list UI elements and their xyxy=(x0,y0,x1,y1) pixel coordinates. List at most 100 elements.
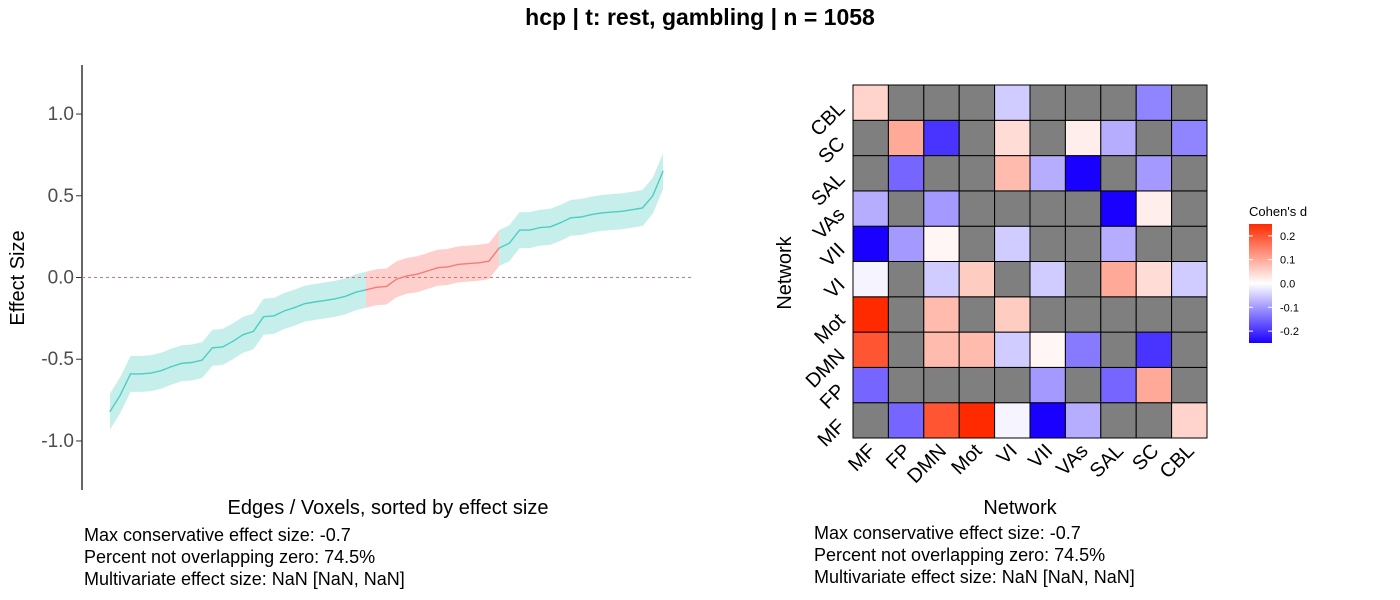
heatmap-cell xyxy=(1171,225,1208,262)
effect-point xyxy=(355,291,357,293)
heatmap-cell xyxy=(1171,155,1208,192)
effect-line-nonoverlapping-0 xyxy=(109,289,367,412)
heatmap-cell xyxy=(1064,261,1102,298)
heatmap-cell xyxy=(923,225,960,262)
heatmap-cell xyxy=(1064,84,1102,121)
effect-point xyxy=(447,266,449,268)
heatmap-cell xyxy=(1029,225,1066,262)
effect-point xyxy=(539,227,541,229)
effect-point xyxy=(601,212,603,214)
heatmap-cell xyxy=(1135,190,1173,227)
heatmap-cell xyxy=(1064,331,1102,368)
colorbar-tick-label: 0.0 xyxy=(1280,279,1295,291)
heatmap-cell xyxy=(1135,366,1173,404)
heatmap-cell xyxy=(1029,296,1066,333)
colorbar-tick-label: -0.2 xyxy=(1280,326,1299,338)
heatmap-cell xyxy=(1135,402,1173,439)
heatmap-cell xyxy=(1171,331,1208,368)
heatmap-cell xyxy=(887,402,925,439)
heatmap-cell xyxy=(1029,190,1066,227)
heatmap-cell xyxy=(923,296,960,333)
heatmap-cell xyxy=(1171,84,1208,121)
heatmap-cell xyxy=(923,155,960,192)
heatmap-cell xyxy=(958,331,996,368)
heatmap-cell xyxy=(887,84,925,121)
heatmap-cell xyxy=(852,190,889,227)
heatmap-cell xyxy=(1029,155,1066,192)
effect-point xyxy=(396,278,398,280)
confidence-band-nonoverlapping-2 xyxy=(499,153,663,267)
heatmap-cell xyxy=(958,261,996,298)
heatmap-cell xyxy=(852,84,889,121)
heatmap-y-tick-label: VI xyxy=(821,274,850,303)
effect-point xyxy=(519,229,521,231)
heatmap-cell xyxy=(1135,84,1173,121)
effect-point xyxy=(611,211,613,213)
y-tick-label: -0.5 xyxy=(41,349,74,370)
effect-point xyxy=(570,217,572,219)
effect-point xyxy=(160,370,162,372)
effect-point xyxy=(293,307,295,309)
x-axis-label: Edges / Voxels, sorted by effect size xyxy=(228,497,549,519)
effect-point xyxy=(150,372,152,374)
heatmap-cell xyxy=(1064,155,1102,192)
heatmap-cell xyxy=(1100,296,1137,333)
effect-point xyxy=(406,275,408,277)
heatmap-cell xyxy=(994,261,1031,298)
y-axis-label: Effect Size xyxy=(7,230,29,325)
heatmap-cell xyxy=(887,261,925,298)
heatmap-cell xyxy=(852,261,889,298)
heatmap-cell xyxy=(1100,119,1137,157)
heatmap-cell xyxy=(1029,366,1066,404)
effect-point xyxy=(140,373,142,375)
effect-point xyxy=(467,263,469,265)
heatmap-cell xyxy=(1100,366,1137,404)
legend-title: Cohen's d xyxy=(1249,204,1307,219)
heatmap-cell xyxy=(1100,225,1137,262)
heatmap-cell xyxy=(887,225,925,262)
effect-point xyxy=(590,214,592,216)
line-stat-max: Max conservative effect size: -0.7 xyxy=(84,525,351,545)
effect-point xyxy=(580,216,582,218)
heatmap-cell xyxy=(1064,296,1102,333)
heatmap-cell xyxy=(923,331,960,368)
heatmap-cell xyxy=(887,190,925,227)
heatmap-cell xyxy=(994,119,1031,157)
heatmap-cell xyxy=(1064,402,1102,439)
y-tick-label: 1.0 xyxy=(48,104,74,125)
heatmap-y-tick-label: Mot xyxy=(810,309,849,348)
heatmap-x-tick-label: SAL xyxy=(1086,440,1128,482)
line-stats: Max conservative effect size: -0.7 Perce… xyxy=(84,524,405,590)
effect-point xyxy=(385,285,388,288)
effect-point xyxy=(662,170,664,172)
effect-point xyxy=(283,310,285,312)
effect-point xyxy=(232,340,234,342)
heatmap-cell xyxy=(887,331,925,368)
heatmap-x-tick-label: VAs xyxy=(1052,440,1092,480)
heatmap-cell xyxy=(1171,190,1208,227)
heatmap-cell xyxy=(923,366,960,404)
y-tick-label: 0.5 xyxy=(48,186,74,207)
heatmap-x-tick-label: VII xyxy=(1024,440,1057,473)
heatmap-cell xyxy=(958,225,996,262)
effect-point xyxy=(560,222,562,224)
effect-point xyxy=(344,295,347,297)
effect-point xyxy=(314,301,316,303)
heatmap-y-tick-label: CBL xyxy=(806,98,849,141)
heatmap-cell xyxy=(1171,261,1208,298)
colorbar xyxy=(1249,224,1272,343)
heatmap-x-axis-label: Network xyxy=(983,497,1057,519)
colorbar-tick-label: 0.1 xyxy=(1280,255,1295,267)
heatmap-cell xyxy=(1135,331,1173,368)
heatmap-cell xyxy=(1064,190,1102,227)
heatmap-y-axis-label: Network xyxy=(774,235,796,309)
heatmap-cell xyxy=(887,296,925,333)
effect-point xyxy=(498,247,500,249)
effect-point xyxy=(129,373,132,375)
heatmap-cell xyxy=(852,155,889,192)
heatmap-x-tick-label: CBL xyxy=(1156,440,1199,483)
heatmap-cell xyxy=(1029,84,1066,121)
heatmap-y-tick-label: DMN xyxy=(802,345,850,393)
heatmap-cell xyxy=(1100,190,1137,227)
